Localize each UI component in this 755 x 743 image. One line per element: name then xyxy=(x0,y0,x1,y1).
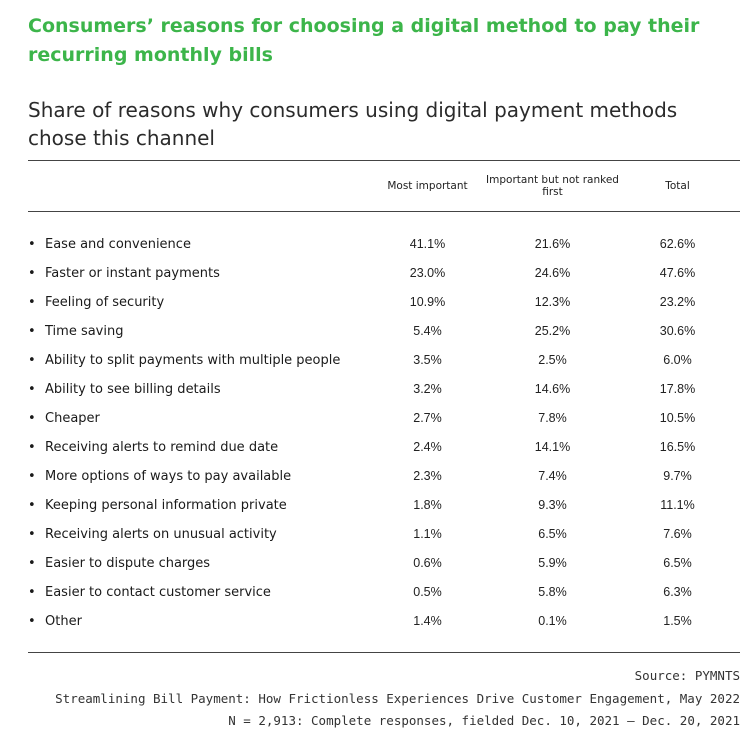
table-row: • Keeping personal information private 1… xyxy=(28,491,740,520)
row-label: Feeling of security xyxy=(45,295,165,310)
total-value: 7.6% xyxy=(663,527,692,541)
important-not-first-value: 7.8% xyxy=(538,411,567,425)
total-value: 23.2% xyxy=(659,295,696,309)
table-bottom-rule xyxy=(28,652,740,653)
bullet-icon: • xyxy=(28,440,36,455)
row-label: Receiving alerts to remind due date xyxy=(45,440,279,455)
table-subtitle: Share of reasons why consumers using dig… xyxy=(28,98,678,150)
table-row: • Receiving alerts on unusual activity 1… xyxy=(28,520,740,549)
most-important-value: 0.6% xyxy=(413,556,442,570)
most-important-value: 2.7% xyxy=(413,411,442,425)
table-row: • Ease and convenience 41.1% 21.6% 62.6% xyxy=(28,230,740,259)
report-citation: Streamlining Bill Payment: How Frictionl… xyxy=(55,691,740,706)
table-row: • Ability to see billing details 3.2% 14… xyxy=(28,375,740,404)
bullet-icon: • xyxy=(28,585,36,600)
total-value: 30.6% xyxy=(659,324,696,338)
bullet-icon: • xyxy=(28,382,36,397)
bullet-icon: • xyxy=(28,498,36,513)
most-important-value: 0.5% xyxy=(413,585,442,599)
bullet-icon: • xyxy=(28,556,36,571)
table-row: • Feeling of security 10.9% 12.3% 23.2% xyxy=(28,288,740,317)
total-value: 47.6% xyxy=(659,266,696,280)
table-row: • Other 1.4% 0.1% 1.5% xyxy=(28,607,740,636)
most-important-value: 5.4% xyxy=(413,324,442,338)
total-value: 6.5% xyxy=(663,556,692,570)
row-label: Cheaper xyxy=(45,411,100,426)
row-label: Ability to see billing details xyxy=(45,382,221,397)
table-header-rule xyxy=(28,211,740,212)
row-label: Keeping personal information private xyxy=(45,498,287,513)
bullet-icon: • xyxy=(28,237,36,252)
table-row: • Easier to dispute charges 0.6% 5.9% 6.… xyxy=(28,549,740,578)
table-top-rule xyxy=(28,160,740,161)
bullet-icon: • xyxy=(28,411,36,426)
column-header-total: Total xyxy=(665,180,690,192)
important-not-first-value: 6.5% xyxy=(538,527,567,541)
most-important-value: 1.8% xyxy=(413,498,442,512)
total-value: 16.5% xyxy=(659,440,696,454)
total-value: 62.6% xyxy=(659,237,696,251)
important-not-first-value: 2.5% xyxy=(538,353,567,367)
important-not-first-value: 7.4% xyxy=(538,469,567,483)
bullet-icon: • xyxy=(28,266,36,281)
most-important-value: 3.5% xyxy=(413,353,442,367)
total-value: 1.5% xyxy=(663,614,692,628)
bullet-icon: • xyxy=(28,527,36,542)
important-not-first-value: 24.6% xyxy=(534,266,571,280)
total-value: 6.3% xyxy=(663,585,692,599)
table-row: • Easier to contact customer service 0.5… xyxy=(28,578,740,607)
table-row: • Cheaper 2.7% 7.8% 10.5% xyxy=(28,404,740,433)
table-row: • Faster or instant payments 23.0% 24.6%… xyxy=(28,259,740,288)
most-important-value: 1.4% xyxy=(413,614,442,628)
most-important-value: 1.1% xyxy=(413,527,442,541)
total-value: 10.5% xyxy=(659,411,696,425)
column-header-important-not-first: Important but not ranked first xyxy=(486,174,619,198)
bullet-icon: • xyxy=(28,353,36,368)
bullet-icon: • xyxy=(28,469,36,484)
bullet-icon: • xyxy=(28,324,36,339)
most-important-value: 2.4% xyxy=(413,440,442,454)
total-value: 9.7% xyxy=(663,469,692,483)
table-row: • Receiving alerts to remind due date 2.… xyxy=(28,433,740,462)
bullet-icon: • xyxy=(28,614,36,629)
row-label: Time saving xyxy=(45,324,124,339)
most-important-value: 41.1% xyxy=(409,237,446,251)
reasons-table-body: • Ease and convenience 41.1% 21.6% 62.6%… xyxy=(28,230,740,636)
important-not-first-value: 9.3% xyxy=(538,498,567,512)
most-important-value: 3.2% xyxy=(413,382,442,396)
column-header-most-important: Most important xyxy=(387,180,468,192)
bullet-icon: • xyxy=(28,295,36,310)
row-label: Receiving alerts on unusual activity xyxy=(45,527,277,542)
important-not-first-value: 5.9% xyxy=(538,556,567,570)
important-not-first-value: 14.1% xyxy=(534,440,571,454)
row-label: Other xyxy=(45,614,82,629)
total-value: 17.8% xyxy=(659,382,696,396)
source-note: Source: PYMNTS xyxy=(634,668,740,683)
row-label: Faster or instant payments xyxy=(45,266,220,281)
total-value: 6.0% xyxy=(663,353,692,367)
important-not-first-value: 0.1% xyxy=(538,614,567,628)
most-important-value: 2.3% xyxy=(413,469,442,483)
sample-note: N = 2,913: Complete responses, fielded D… xyxy=(228,713,740,728)
table-row: • More options of ways to pay available … xyxy=(28,462,740,491)
important-not-first-value: 12.3% xyxy=(534,295,571,309)
row-label: More options of ways to pay available xyxy=(45,469,292,484)
important-not-first-value: 21.6% xyxy=(534,237,571,251)
page-title: Consumers’ reasons for choosing a digita… xyxy=(28,15,700,66)
most-important-value: 23.0% xyxy=(409,266,446,280)
table-row: • Time saving 5.4% 25.2% 30.6% xyxy=(28,317,740,346)
important-not-first-value: 5.8% xyxy=(538,585,567,599)
row-label: Easier to contact customer service xyxy=(45,585,271,600)
row-label: Easier to dispute charges xyxy=(45,556,211,571)
table-row: • Ability to split payments with multipl… xyxy=(28,346,740,375)
total-value: 11.1% xyxy=(660,498,695,512)
most-important-value: 10.9% xyxy=(409,295,446,309)
important-not-first-value: 25.2% xyxy=(534,324,571,338)
important-not-first-value: 14.6% xyxy=(534,382,571,396)
row-label: Ease and convenience xyxy=(45,237,191,252)
row-label: Ability to split payments with multiple … xyxy=(45,353,341,368)
